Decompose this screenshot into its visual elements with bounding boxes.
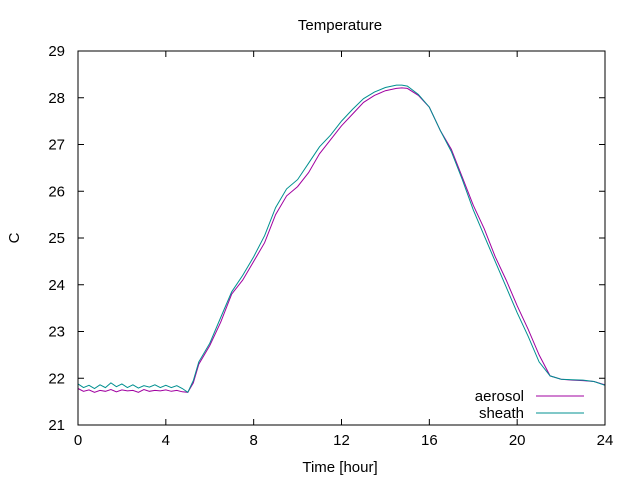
y-axis-label: C <box>6 232 23 243</box>
legend-label-aerosol: aerosol <box>475 388 524 405</box>
y-tick-label: 29 <box>48 43 65 60</box>
series-line-sheath <box>77 84 606 394</box>
plot-frame <box>77 50 606 426</box>
x-tick-label: 4 <box>162 432 170 449</box>
x-axis-label: Time [hour] <box>302 459 377 476</box>
x-tick-label: 20 <box>509 432 526 449</box>
series-line-aerosol <box>77 87 606 393</box>
x-tick-label: 12 <box>333 432 350 449</box>
x-tick-label: 24 <box>597 432 614 449</box>
legend-label-sheath: sheath <box>479 405 524 422</box>
y-tick-label: 22 <box>48 370 65 387</box>
y-tick-label: 28 <box>48 90 65 107</box>
y-tick-label: 24 <box>48 277 65 294</box>
x-tick-label: 16 <box>421 432 438 449</box>
y-tick-label: 23 <box>48 324 65 341</box>
y-tick-label: 21 <box>48 417 65 434</box>
chart-title: Temperature <box>298 17 382 34</box>
y-tick-label: 27 <box>48 137 65 154</box>
x-tick-label: 0 <box>74 432 82 449</box>
y-tick-label: 26 <box>48 183 65 200</box>
y-tick-label: 25 <box>48 230 65 247</box>
axis-ticks: 0 4 8 12 16 20 24 21 22 23 24 25 26 27 28 29 <box>48 43 613 449</box>
x-tick-label: 8 <box>249 432 257 449</box>
series-lines <box>77 84 606 394</box>
